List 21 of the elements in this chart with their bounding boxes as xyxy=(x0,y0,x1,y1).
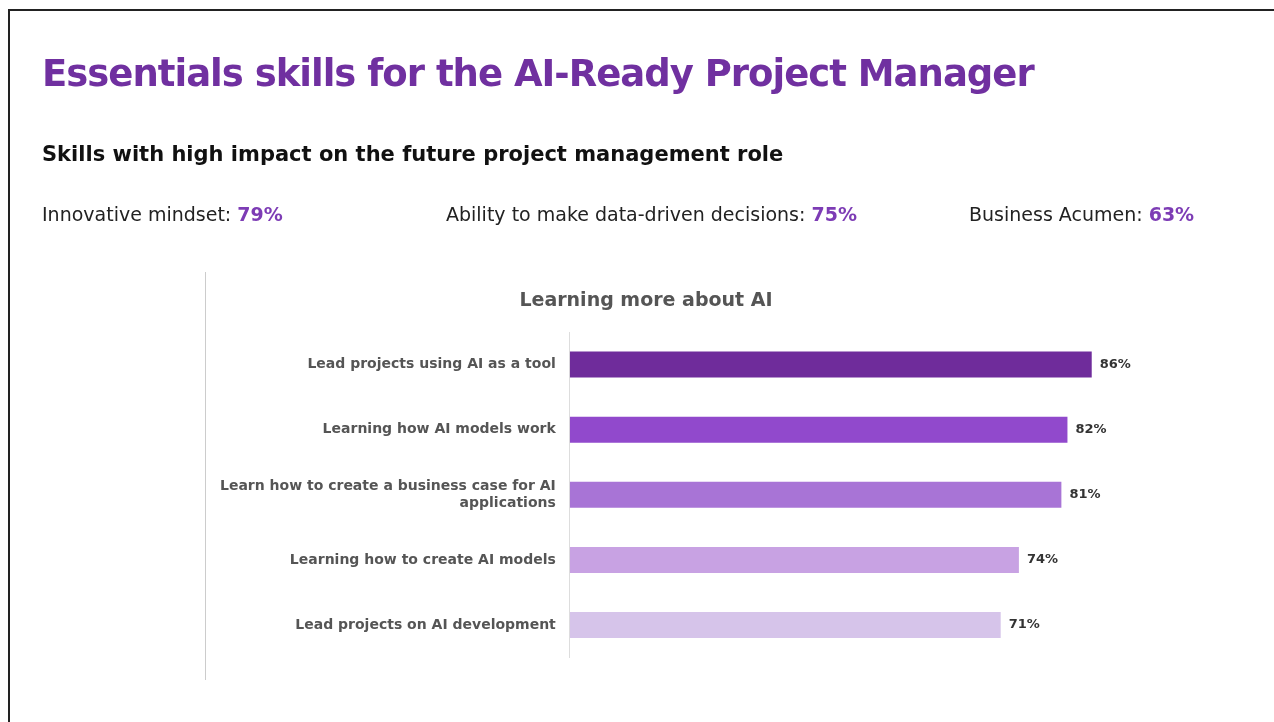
y-tick-label: Learn how to create a business case for AI applications xyxy=(219,477,556,510)
bar xyxy=(569,416,1068,443)
data-label: 71% xyxy=(1008,616,1040,632)
bar xyxy=(569,481,1062,508)
y-tick-label: Lead projects using AI as a tool xyxy=(307,355,556,372)
text: Innovative mindset: 79% xyxy=(42,203,283,225)
bar xyxy=(569,612,1001,639)
y-tick-label: Learning how AI models work xyxy=(322,420,557,437)
chart-title: Essentials skills for the AI-Ready Project Manager xyxy=(42,52,1034,95)
y-tick-label: Learning how to create AI models xyxy=(289,550,556,567)
text: Learning more about AI xyxy=(518,288,774,310)
data-label: 74% xyxy=(1026,551,1059,567)
bar xyxy=(569,546,1019,573)
data-label: 82% xyxy=(1075,421,1107,437)
data-label: 81% xyxy=(1069,486,1101,502)
text: Business Acumen: 63% xyxy=(969,203,1195,225)
chart-subtitle: Skills with high impact on the future project management role xyxy=(42,142,784,166)
y-tick-label: Lead projects on AI development xyxy=(295,615,557,632)
text: Ability to make data-driven decisions: 75% xyxy=(446,203,857,225)
bar xyxy=(569,351,1092,378)
data-label: 86% xyxy=(1099,355,1131,371)
